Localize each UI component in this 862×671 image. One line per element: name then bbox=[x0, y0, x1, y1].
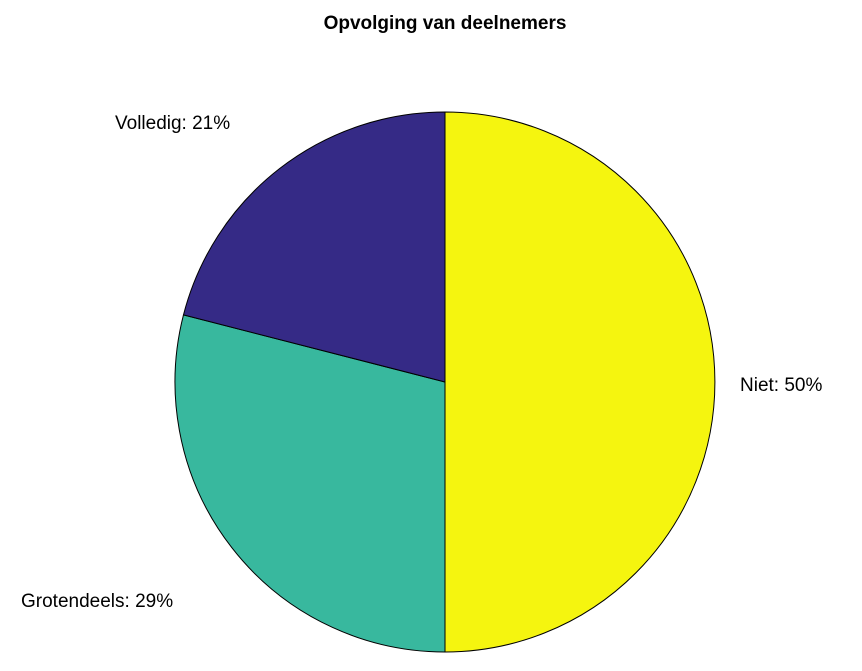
pie-slice-grotendeels bbox=[174, 314, 446, 653]
chart-title: Opvolging van deelnemers bbox=[324, 13, 567, 34]
slice-label-grotendeels: Grotendeels: 29% bbox=[21, 591, 173, 612]
slice-label-niet: Niet: 50% bbox=[740, 375, 822, 396]
pie-slices bbox=[174, 111, 716, 653]
pie-labels: Niet: 50% Grotendeels: 29% Volledig: 21% bbox=[21, 113, 822, 612]
pie-slice-volledig bbox=[182, 111, 446, 383]
pie-slice-niet bbox=[444, 111, 716, 653]
slice-label-volledig: Volledig: 21% bbox=[115, 113, 230, 134]
